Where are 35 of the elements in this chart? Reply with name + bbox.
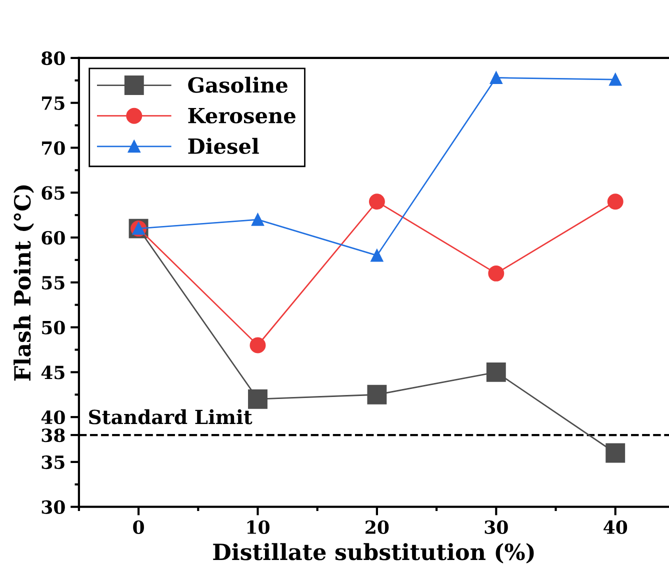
legend-label: Kerosene — [188, 108, 296, 124]
x-tick-label: 0 — [133, 520, 144, 534]
y-tick-label: 60 — [42, 230, 65, 245]
y-tick-label: 38 — [42, 428, 65, 442]
y-tick-label: 45 — [41, 366, 64, 380]
x-tick-label: 40 — [604, 520, 628, 534]
legend-label: Gasoline — [188, 76, 288, 93]
point — [606, 443, 626, 463]
y-tick-label: 55 — [42, 276, 64, 290]
point — [488, 265, 504, 282]
point — [607, 194, 624, 210]
point — [368, 194, 385, 210]
y-tick-label: 35 — [42, 455, 64, 470]
point — [251, 213, 264, 226]
y-tick-label: 70 — [42, 141, 65, 155]
x-tick-label: 20 — [366, 520, 389, 534]
y-tick-label: 40 — [41, 410, 65, 424]
x-axis-title: Distillate substitution (%) — [213, 543, 534, 564]
x-tick-label: 30 — [484, 520, 508, 534]
ref-line-label: Standard Limit — [89, 409, 252, 424]
point — [250, 337, 266, 354]
y-tick-label: 65 — [42, 186, 64, 200]
legend-label: Diesel — [188, 138, 259, 154]
point — [609, 73, 622, 86]
point — [486, 362, 506, 382]
y-tick-label: 30 — [42, 500, 65, 514]
point — [367, 384, 387, 404]
point — [490, 71, 502, 84]
x-tick-label: 10 — [247, 520, 270, 534]
y-tick-label: 75 — [42, 96, 64, 110]
point — [248, 389, 268, 409]
y-tick-label: 50 — [42, 320, 65, 334]
y-tick-label: 80 — [42, 51, 65, 66]
y-axis-title: Flash Point (°C) — [14, 185, 34, 381]
point — [370, 249, 384, 262]
